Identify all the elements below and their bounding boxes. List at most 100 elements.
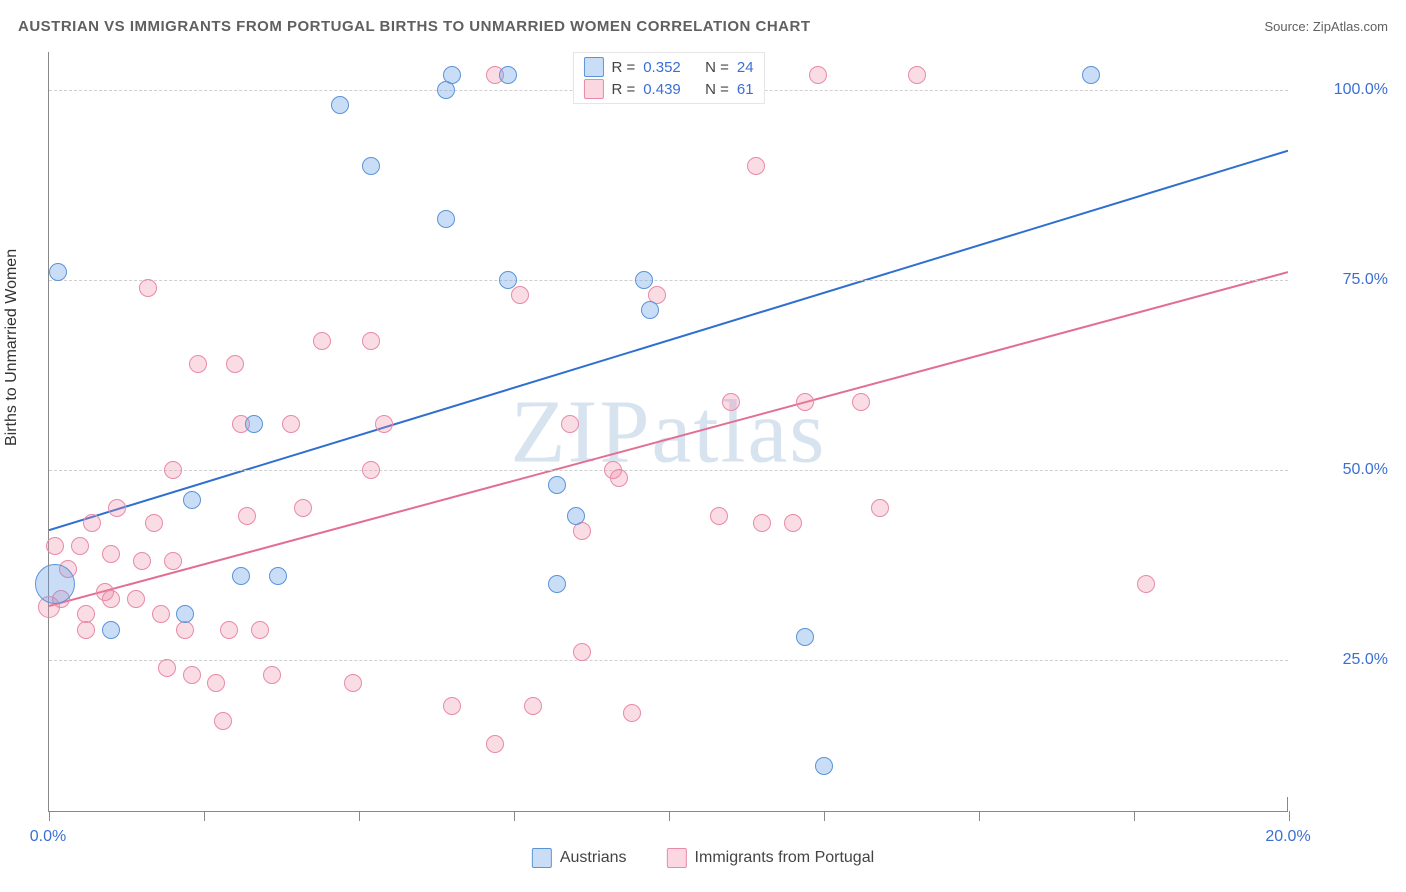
data-point [294,499,312,517]
data-point [815,757,833,775]
data-point [269,567,287,585]
data-point [189,355,207,373]
data-point [641,301,659,319]
data-point [139,279,157,297]
y-tick-label: 25.0% [1343,651,1388,669]
legend-series: Austrians Immigrants from Portugal [532,848,874,868]
data-point [152,605,170,623]
data-point [362,332,380,350]
chart-title: AUSTRIAN VS IMMIGRANTS FROM PORTUGAL BIR… [18,18,810,35]
data-point [573,643,591,661]
data-point [145,514,163,532]
gridline [49,660,1288,661]
data-point [207,674,225,692]
y-tick-label: 75.0% [1343,271,1388,289]
data-point [183,491,201,509]
gridline [49,280,1288,281]
data-point [164,552,182,570]
x-tick [514,811,515,821]
data-point [747,157,765,175]
data-point [232,567,250,585]
data-point [610,469,628,487]
trend-line-a [49,151,1288,530]
data-point [1082,66,1100,84]
data-point [511,286,529,304]
legend-label-b: Immigrants from Portugal [695,849,875,867]
data-point [852,393,870,411]
data-point [35,564,75,604]
legend-stats-row-b: R = 0.439 N = 61 [583,79,753,99]
data-point [83,514,101,532]
data-point [548,476,566,494]
data-point [238,507,256,525]
data-point [710,507,728,525]
data-point [102,545,120,563]
data-point [183,666,201,684]
y-axis-label: Births to Unmarried Women [3,249,21,446]
swatch-portugal-icon [667,848,687,868]
data-point [331,96,349,114]
data-point [282,415,300,433]
data-point [226,355,244,373]
data-point [164,461,182,479]
axis-end-tick [1287,797,1288,811]
gridline [49,470,1288,471]
y-tick-label: 100.0% [1334,81,1388,99]
x-tick-label: 0.0% [30,828,66,846]
data-point [214,712,232,730]
swatch-portugal-icon [583,79,603,99]
watermark-text: ZIPatlas [511,380,827,483]
data-point [567,507,585,525]
data-point [362,157,380,175]
legend-label-a: Austrians [560,849,627,867]
legend-item-austrians: Austrians [532,848,627,868]
data-point [796,393,814,411]
data-point [102,590,120,608]
data-point [263,666,281,684]
data-point [176,605,194,623]
legend-item-portugal: Immigrants from Portugal [667,848,875,868]
data-point [635,271,653,289]
data-point [158,659,176,677]
chart-header: AUSTRIAN VS IMMIGRANTS FROM PORTUGAL BIR… [18,18,1388,35]
data-point [245,415,263,433]
data-point [344,674,362,692]
data-point [362,461,380,479]
trend-line-b [49,272,1288,606]
data-point [443,697,461,715]
data-point [561,415,579,433]
data-point [127,590,145,608]
data-point [908,66,926,84]
x-tick [49,811,50,821]
x-tick [824,811,825,821]
data-point [443,66,461,84]
data-point [71,537,89,555]
data-point [102,621,120,639]
data-point [49,263,67,281]
data-point [499,66,517,84]
x-tick [1134,811,1135,821]
data-point [722,393,740,411]
data-point [623,704,641,722]
data-point [1137,575,1155,593]
data-point [796,628,814,646]
legend-stats-row-a: R = 0.352 N = 24 [583,57,753,77]
x-tick [979,811,980,821]
data-point [486,735,504,753]
data-point [499,271,517,289]
data-point [220,621,238,639]
data-point [809,66,827,84]
data-point [375,415,393,433]
data-point [524,697,542,715]
data-point [871,499,889,517]
data-point [46,537,64,555]
data-point [784,514,802,532]
y-tick-label: 50.0% [1343,461,1388,479]
data-point [437,210,455,228]
x-tick-label: 20.0% [1265,828,1310,846]
x-tick [669,811,670,821]
data-point [251,621,269,639]
data-point [108,499,126,517]
data-point [313,332,331,350]
data-point [77,605,95,623]
